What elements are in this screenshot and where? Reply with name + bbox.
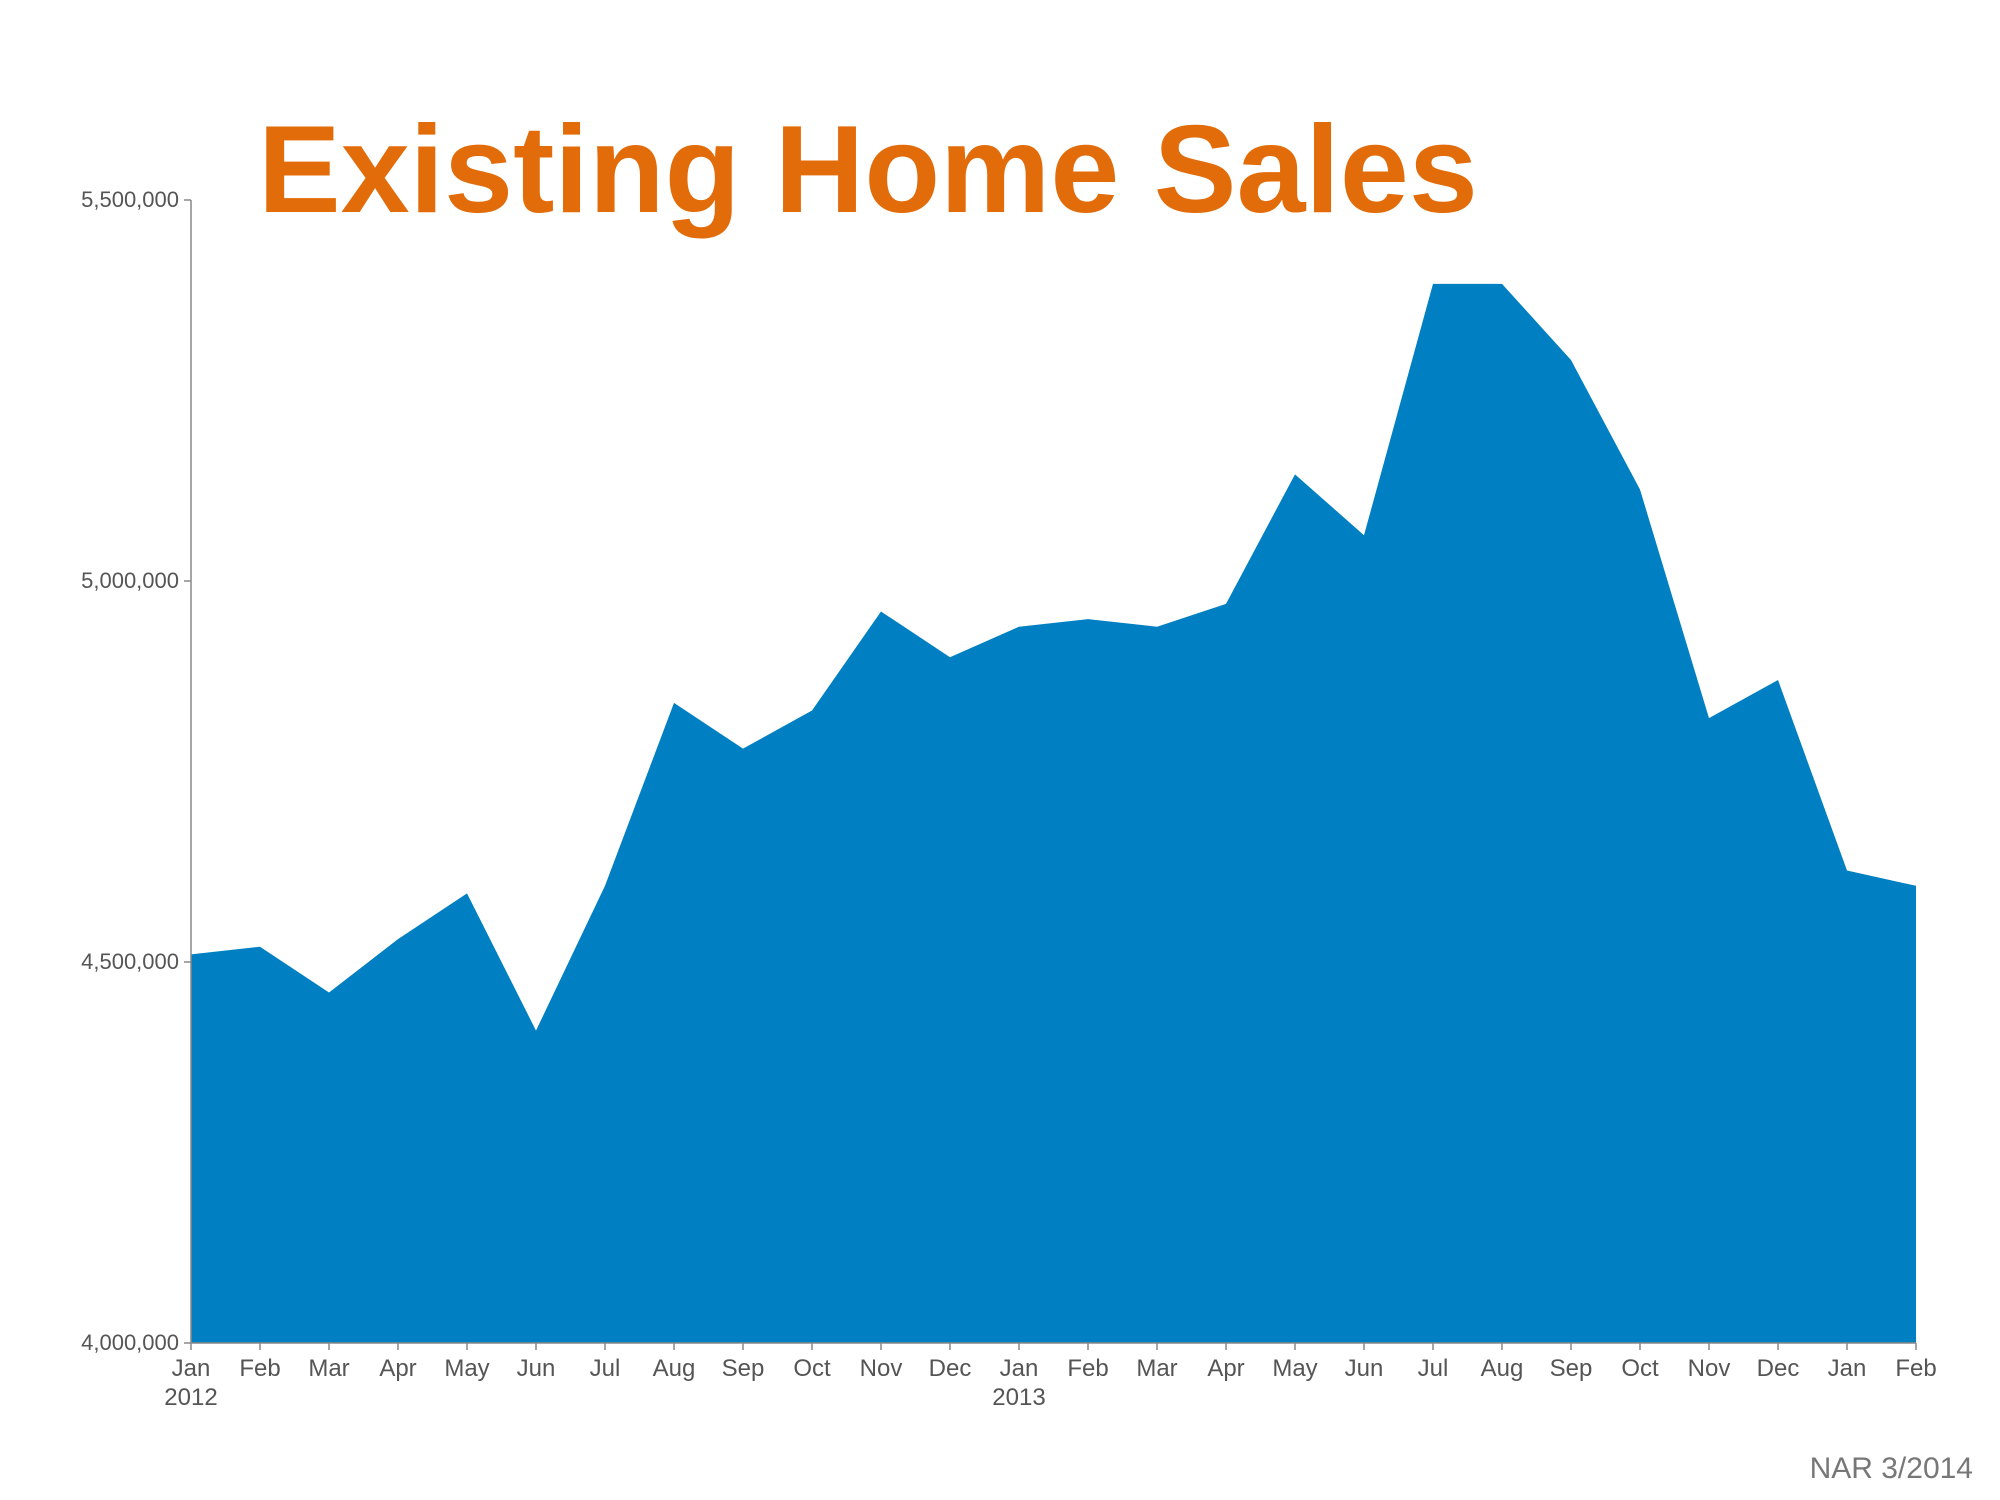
x-tick-label: Jul: [590, 1355, 621, 1382]
x-tick-label: Sep: [1550, 1355, 1593, 1382]
y-tick-label: 4,500,000: [81, 949, 179, 974]
x-tick-label: Dec: [1757, 1355, 1800, 1382]
x-tick-label: Jun: [517, 1355, 556, 1382]
x-tick-label: Mar: [1136, 1355, 1177, 1382]
x-year-label: 2013: [992, 1384, 1045, 1411]
source-note: NAR 3/2014: [1810, 1452, 1973, 1485]
x-tick-label: Feb: [239, 1355, 280, 1382]
x-tick-label: Aug: [653, 1355, 696, 1382]
chart-title: Existing Home Sales: [258, 101, 1478, 239]
x-tick-label: Jun: [1345, 1355, 1384, 1382]
x-tick-label: Jan: [1000, 1355, 1039, 1382]
x-tick-label: May: [1272, 1355, 1317, 1382]
x-tick-label: Oct: [793, 1355, 831, 1382]
x-tick-label: Apr: [1207, 1355, 1244, 1382]
area: [191, 283, 1916, 1343]
x-year-label: 2012: [164, 1384, 217, 1411]
x-tick-label: Nov: [860, 1355, 903, 1382]
x-tick-label: Jul: [1418, 1355, 1449, 1382]
x-tick-label: Mar: [308, 1355, 349, 1382]
x-tick-label: Feb: [1895, 1355, 1936, 1382]
x-tick-label: Sep: [722, 1355, 765, 1382]
x-tick-label: Feb: [1067, 1355, 1108, 1382]
y-tick-label: 4,000,000: [81, 1330, 179, 1355]
x-tick-label: Jan: [1828, 1355, 1867, 1382]
y-tick-label: 5,500,000: [81, 187, 179, 212]
x-tick-label: Jan: [172, 1355, 211, 1382]
x-tick-label: Nov: [1688, 1355, 1731, 1382]
x-tick-label: Apr: [379, 1355, 416, 1382]
x-tick-label: May: [444, 1355, 489, 1382]
x-tick-label: Oct: [1621, 1355, 1659, 1382]
x-tick-label: Aug: [1481, 1355, 1524, 1382]
y-tick-label: 5,000,000: [81, 568, 179, 593]
x-tick-label: Dec: [929, 1355, 972, 1382]
